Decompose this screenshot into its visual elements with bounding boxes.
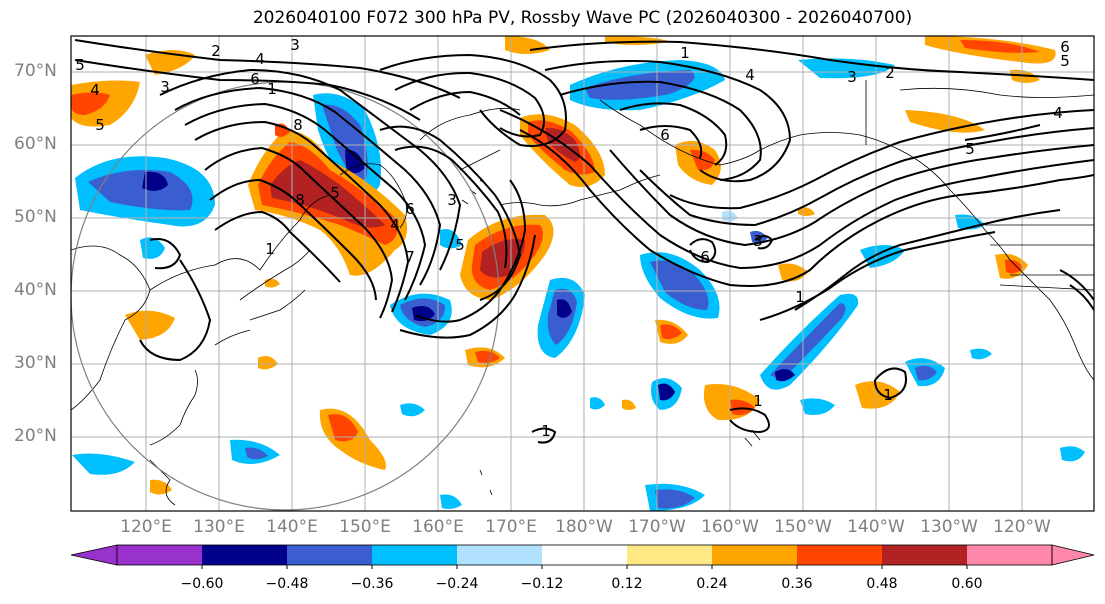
contour-labels: 6 1 2 4 3 5 4 5 3 8 5 6 7 8 1 4 3 6 1 6 … <box>75 36 1070 440</box>
contour-label: 4 <box>745 66 755 84</box>
lat-label-30n: 30°N <box>14 353 57 373</box>
contour-label: 1 <box>267 80 277 98</box>
lon-label-150e: 150°E <box>339 517 391 537</box>
map-background <box>71 36 1094 511</box>
lat-label-20n: 20°N <box>14 426 57 446</box>
map-frame <box>70 35 1095 512</box>
contour-label: 3 <box>160 78 170 96</box>
lon-label-150w: 150°W <box>774 517 832 537</box>
contour-label: 3 <box>847 68 857 86</box>
lat-label-60n: 60°N <box>14 134 57 154</box>
contour-label: 5 <box>455 236 465 254</box>
contour-label: 4 <box>255 50 265 68</box>
colorbar-segment <box>967 545 1052 565</box>
contour-label: 8 <box>293 116 303 134</box>
pv-level: 1 <box>0 0 1 1</box>
contour-label: 4 <box>1053 104 1063 122</box>
contour-label: 5 <box>330 184 340 202</box>
colorbar-tick-label: 0.48 <box>866 576 898 592</box>
graticule <box>71 36 1094 511</box>
contour-label: 1 <box>753 392 763 410</box>
lat-label-70n: 70°N <box>14 61 57 81</box>
lon-label-120w: 120°W <box>993 517 1051 537</box>
lon-label-160w: 160°W <box>701 517 759 537</box>
colorbar-segment <box>372 545 457 565</box>
contour-label: 5 <box>965 140 975 158</box>
figure-title: 2026040100 F072 300 hPa PV, Rossby Wave … <box>252 8 913 28</box>
lon-label-160e: 160°E <box>412 517 464 537</box>
coastlines <box>71 80 1094 506</box>
lon-label-170e: 170°E <box>485 517 537 537</box>
colorbar-tick-label: 0.12 <box>611 576 643 592</box>
colorbar <box>70 544 1095 569</box>
lon-label-170w: 170°W <box>628 517 686 537</box>
contour-label: 1 <box>883 386 893 404</box>
contour-label: 8 <box>295 191 305 209</box>
contour-label: 3 <box>290 36 300 54</box>
colorbar-tick-label: −0.48 <box>265 576 309 592</box>
lon-label-140w: 140°W <box>847 517 905 537</box>
colorbar-tick-label: 0.60 <box>951 576 983 592</box>
contour-label: 1 <box>795 288 805 306</box>
contour-label: 3 <box>753 232 763 250</box>
lon-label-130w: 130°W <box>920 517 978 537</box>
contour-label: 4 <box>390 216 400 234</box>
contour-label: 1 <box>680 44 690 62</box>
contour-label: 6 <box>405 200 415 218</box>
contour-label: 5 <box>1060 52 1070 70</box>
contour-label: 4 <box>90 81 100 99</box>
contour-label: 7 <box>405 248 415 266</box>
colorbar-segment <box>117 545 202 565</box>
colorbar-segment <box>202 545 287 565</box>
lat-label-50n: 50°N <box>14 207 57 227</box>
contour-label: 2 <box>885 64 895 82</box>
contour-label: 6 <box>700 248 710 266</box>
pv-contours <box>74 39 1094 444</box>
contour-label: 6 <box>660 126 670 144</box>
contour-label: 5 <box>75 56 85 74</box>
colorbar-segment <box>882 545 967 565</box>
lon-label-130e: 130°E <box>193 517 245 537</box>
colorbar-upper-extend <box>1051 544 1095 566</box>
contour-label: 1 <box>541 422 551 440</box>
contour-label: 2 <box>211 42 221 60</box>
colorbar-segment <box>542 545 627 565</box>
colorbar-segment <box>627 545 712 565</box>
lat-label-40n: 40°N <box>14 280 57 300</box>
colorbar-tick-label: −0.36 <box>350 576 394 592</box>
colorbar-tick-label: −0.24 <box>435 576 479 592</box>
contour-label: 3 <box>447 191 457 209</box>
lon-label-180w: 180°W <box>555 517 613 537</box>
colorbar-segment <box>287 545 372 565</box>
contour-label: 1 <box>265 240 275 258</box>
lon-label-120e: 120°E <box>120 517 172 537</box>
lon-label-140e: 140°E <box>266 517 318 537</box>
contour-label: 6 <box>1060 38 1070 56</box>
colorbar-tick-label: −0.60 <box>180 576 224 592</box>
colorbar-tick-label: −0.12 <box>520 576 564 592</box>
colorbar-tick-label: 0.24 <box>696 576 728 592</box>
contour-label: 5 <box>95 116 105 134</box>
colorbar-segment <box>712 545 797 565</box>
colorbar-segment <box>797 545 882 565</box>
colorbar-segment <box>457 545 542 565</box>
colorbar-tick-label: 0.36 <box>781 576 813 592</box>
contour-label: 6 <box>250 70 260 88</box>
colorbar-lower-extend <box>70 544 118 566</box>
